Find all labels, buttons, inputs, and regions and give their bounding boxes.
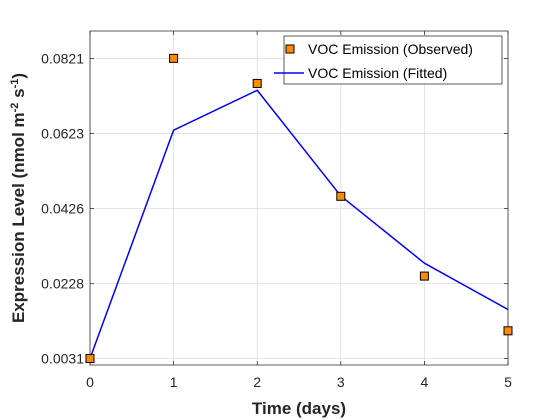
- legend-label-observed: VOC Emission (Observed): [308, 41, 473, 57]
- axis-ticks: 0 1 2 3 4 5 0.0031 0.0228 0.0426 0.0623 0.0821: [41, 31, 512, 390]
- fitted-series-line: [89, 89, 509, 359]
- legend-square-marker-icon: [285, 44, 295, 54]
- legend-entry-observed: VOC Emission (Observed): [285, 41, 473, 57]
- y-tick-label: 0.0821: [41, 50, 84, 66]
- x-tick-label: 5: [504, 374, 512, 390]
- x-tick-label: 3: [337, 374, 345, 390]
- y-tick-label: 0.0228: [41, 276, 84, 292]
- observed-data-point: [169, 53, 179, 63]
- y-tick-label: 0.0426: [41, 200, 84, 216]
- legend-box: [283, 35, 503, 85]
- x-tick-label: 2: [253, 374, 261, 390]
- observed-data-point: [503, 326, 513, 336]
- observed-data-point: [252, 78, 262, 88]
- series-layer: [85, 53, 513, 364]
- x-tick-label: 0: [86, 374, 94, 390]
- x-tick-label: 4: [421, 374, 429, 390]
- x-axis-title: Time (days): [252, 399, 346, 418]
- observed-data-point: [85, 354, 95, 364]
- y-tick-label: 0.0623: [41, 126, 84, 142]
- x-tick-label: 1: [170, 374, 178, 390]
- legend: VOC Emission (Observed) VOC Emission (Fi…: [274, 35, 503, 85]
- observed-data-point: [419, 271, 429, 281]
- legend-entry-fitted: VOC Emission (Fitted): [274, 65, 447, 81]
- observed-data-point: [336, 191, 346, 201]
- y-tick-label: 0.0031: [41, 351, 84, 367]
- y-axis-title: Expression Level (nmol m-2 s-1): [9, 73, 28, 323]
- plot-area-frame: [89, 30, 509, 366]
- legend-label-fitted: VOC Emission (Fitted): [308, 65, 447, 81]
